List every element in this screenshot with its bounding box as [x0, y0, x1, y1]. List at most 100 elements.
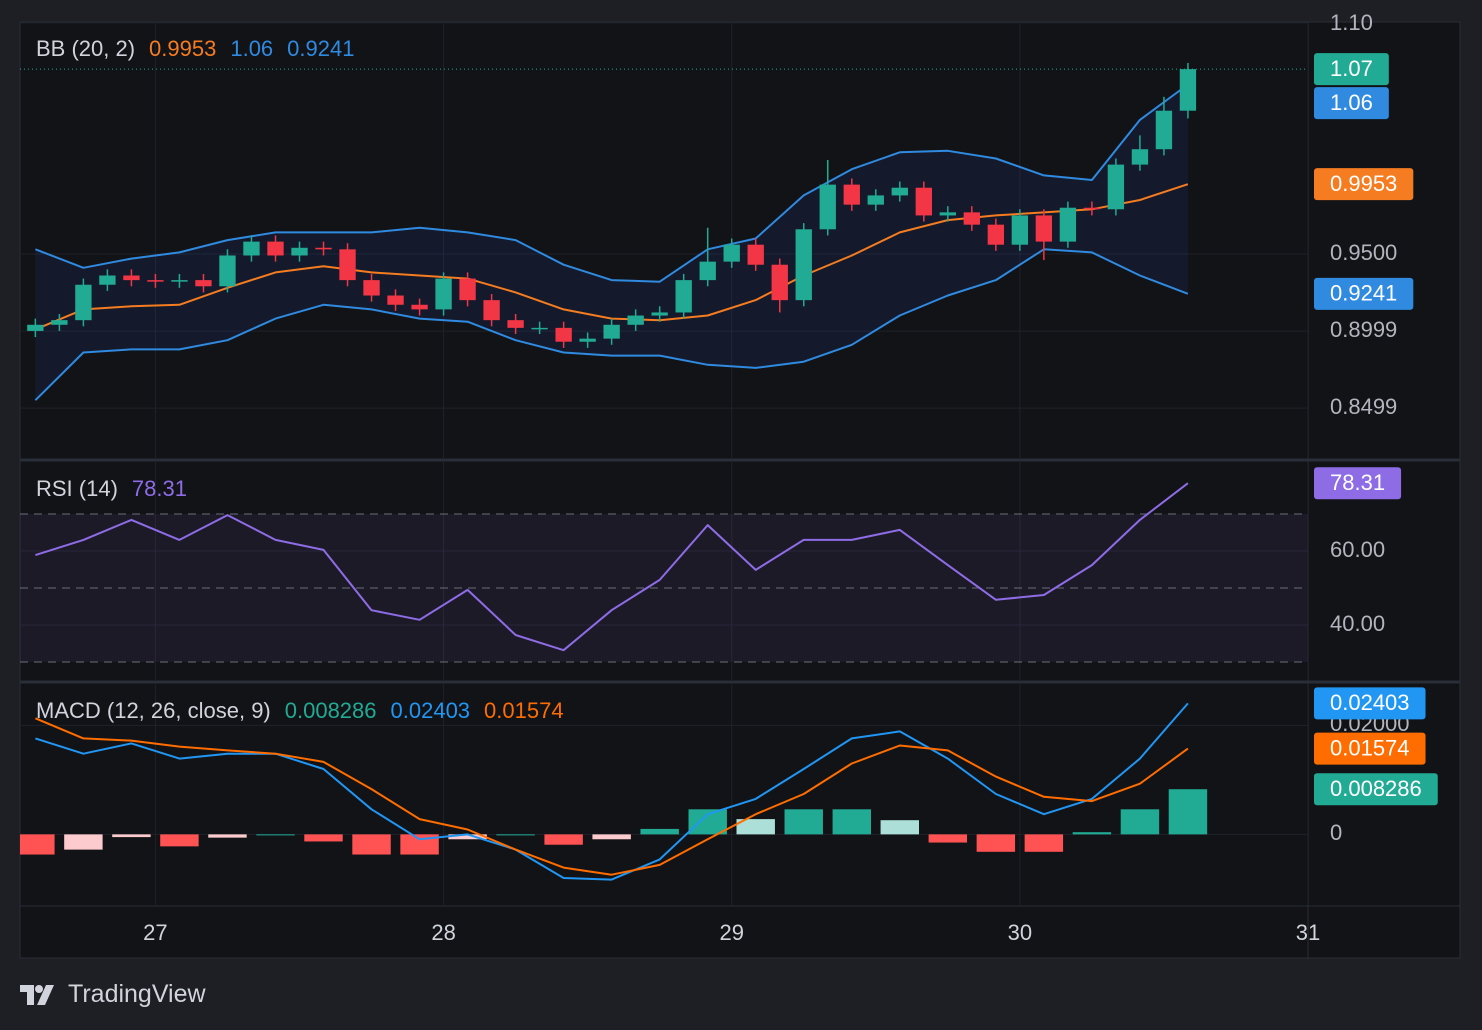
candle-body — [459, 278, 476, 301]
candle-body — [891, 187, 908, 196]
histogram-bar — [496, 834, 535, 836]
candle-body — [411, 304, 428, 310]
indicator-line — [35, 717, 1189, 876]
x-tick-label: 30 — [1008, 920, 1032, 945]
histogram-bar — [64, 834, 103, 850]
candle-body — [987, 224, 1005, 245]
pane — [20, 22, 1308, 458]
x-tick-label: 28 — [431, 920, 455, 945]
pane — [20, 462, 1308, 680]
y-tick-label: 0.9500 — [1330, 240, 1397, 265]
candle-body — [627, 315, 644, 325]
candle-body — [1131, 149, 1149, 165]
candle-body — [843, 184, 860, 205]
histogram-bar — [112, 834, 151, 838]
price-badge-label: 1.07 — [1330, 56, 1373, 81]
candle-body — [1035, 215, 1053, 242]
y-tick-label: 40.00 — [1330, 611, 1385, 636]
price-badge-label: 0.9241 — [1330, 281, 1397, 306]
candle-body — [291, 247, 308, 256]
candle-body — [195, 280, 212, 287]
price-badge — [1314, 87, 1389, 120]
candle-body — [1155, 110, 1173, 150]
price-badge — [1314, 773, 1438, 806]
histogram-bar — [736, 819, 775, 835]
price-badge-label: 0.02403 — [1330, 690, 1410, 715]
histogram-bar — [1072, 832, 1112, 835]
legend-value: 0.02403 — [390, 698, 471, 723]
candle-body — [771, 264, 788, 301]
histogram-bar — [1024, 834, 1064, 852]
candle-body — [387, 295, 404, 305]
y-tick-label: 0 — [1330, 820, 1342, 845]
brand-logo — [20, 984, 54, 1005]
indicator-line — [35, 83, 1189, 283]
price-badge-label: 0.008286 — [1330, 776, 1422, 801]
legend-value: 0.9953 — [149, 36, 217, 61]
y-tick-label: 1.10 — [1330, 10, 1373, 35]
candle-body — [819, 184, 836, 230]
histogram-bar — [880, 820, 920, 835]
y-tick-label: 0.8999 — [1330, 317, 1397, 342]
chart-frame — [19, 21, 1461, 959]
price-badge-label: 78.31 — [1330, 470, 1385, 495]
histogram-bar — [832, 809, 871, 835]
candle-body — [531, 327, 548, 330]
histogram-bar — [160, 834, 199, 847]
legend: MACD (12, 26, close, 9) 0.008286 0.02403 0.… — [36, 698, 564, 724]
legend-title: RSI (14) — [36, 476, 118, 501]
candle-body — [483, 300, 500, 321]
histogram-bar — [352, 834, 391, 855]
legend: RSI (14) 78.31 — [36, 476, 187, 502]
candle-body — [435, 278, 452, 310]
candle-body — [867, 195, 884, 205]
legend-value: 78.31 — [131, 476, 187, 501]
price-badge-label: 0.9953 — [1330, 171, 1397, 196]
candle-body — [219, 255, 236, 287]
price-badge — [1314, 467, 1402, 500]
price-badge-label: 1.06 — [1330, 90, 1373, 115]
candle-body — [1011, 215, 1029, 245]
candle-body — [171, 280, 188, 282]
histogram-bar — [1120, 809, 1160, 835]
candle-body — [579, 338, 596, 342]
candle-body — [723, 244, 740, 262]
x-tick-label: 31 — [1296, 920, 1320, 945]
candle-body — [123, 275, 140, 281]
legend-title: BB (20, 2) — [36, 36, 136, 61]
candle-body — [939, 212, 956, 216]
price-badge — [1314, 687, 1426, 720]
histogram-bar — [448, 834, 487, 840]
histogram-bar — [20, 834, 55, 855]
legend-value: 1.06 — [230, 36, 274, 61]
histogram-bar — [640, 828, 679, 835]
candle-body — [1179, 69, 1197, 111]
indicator-line — [35, 702, 1189, 881]
candle-body — [51, 320, 68, 325]
histogram-bar — [208, 834, 247, 838]
histogram-bar — [688, 809, 727, 835]
histogram-bar — [976, 834, 1016, 852]
brand: TradingView — [20, 980, 206, 1009]
histogram-bar — [592, 834, 631, 840]
candle-body — [315, 247, 332, 250]
y-tick-label: 60.00 — [1330, 537, 1385, 562]
candle-body — [1083, 207, 1101, 210]
histogram-bar — [928, 834, 968, 843]
candle-body — [603, 324, 620, 339]
candle-body — [75, 284, 92, 321]
x-tick-label: 27 — [143, 920, 167, 945]
candle-body — [1107, 164, 1125, 210]
legend-value: 0.008286 — [284, 698, 377, 723]
histogram-bar — [544, 834, 583, 845]
x-tick-label: 29 — [719, 920, 743, 945]
candle-body — [363, 280, 380, 296]
candle-body — [747, 244, 764, 265]
histogram-bar — [256, 834, 295, 836]
candle-body — [1059, 207, 1077, 242]
candle-body — [27, 324, 44, 331]
candle-body — [651, 312, 668, 316]
histogram-bar — [304, 834, 343, 842]
